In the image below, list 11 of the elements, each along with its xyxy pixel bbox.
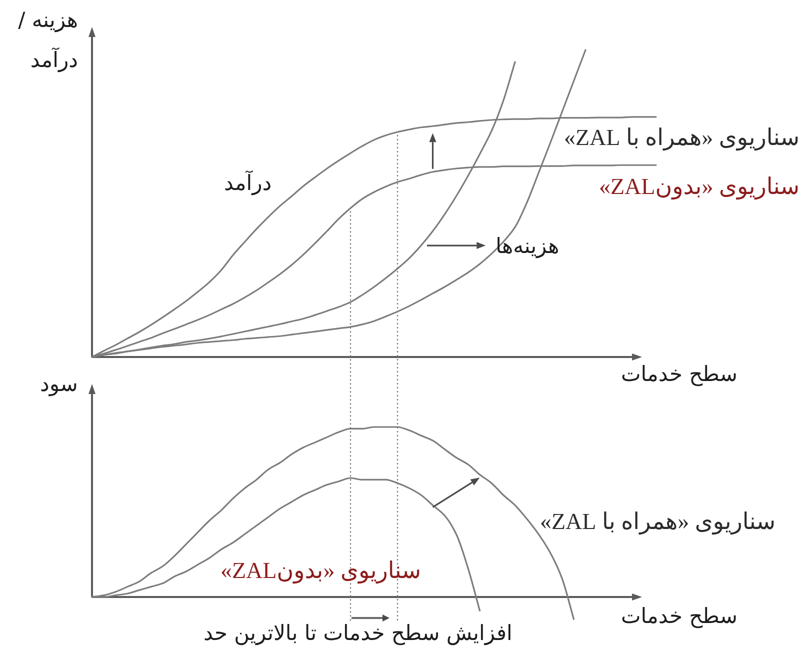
y-axis-title: هزینه / درآمد — [17, 7, 78, 74]
series-label: سناریوی «بدونZAL» — [220, 556, 422, 586]
annotation: درآمد — [224, 170, 272, 196]
series-label: سناریوی «همراه با ZAL» — [540, 508, 776, 536]
text: افزایش سطح خدمات تا بالاترین حد — [204, 620, 512, 646]
x-axis-title: سطح خدمات — [621, 603, 738, 630]
series-label: سناریوی «همراه با ZAL» — [564, 124, 800, 153]
y-axis-title: سود — [40, 371, 78, 398]
series-label: سناریوی «بدونZAL» — [599, 172, 800, 202]
x-axis-title: سطح خدمات — [621, 361, 738, 388]
annotation: هزینه‌ها — [496, 232, 560, 259]
